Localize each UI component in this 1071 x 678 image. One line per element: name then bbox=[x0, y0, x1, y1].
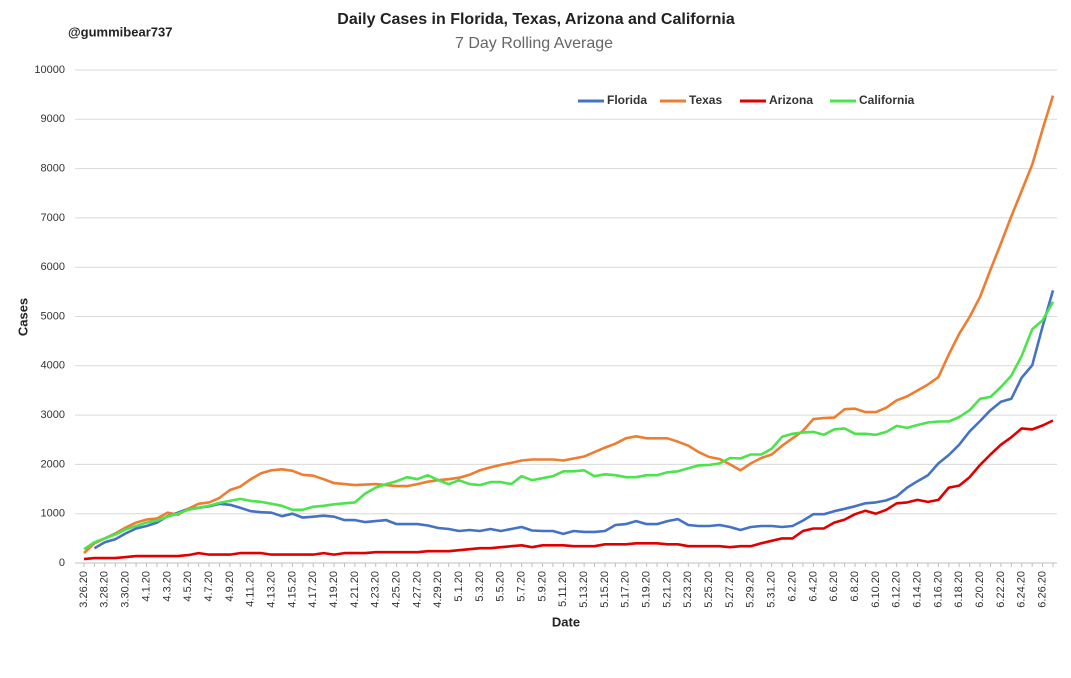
x-tick-label: 4.3.20 bbox=[161, 571, 173, 602]
x-tick-label: 6.2.20 bbox=[786, 571, 798, 602]
x-tick-label: 4.9.20 bbox=[224, 571, 236, 602]
y-tick-label: 0 bbox=[59, 557, 65, 569]
x-tick-label: 4.11.20 bbox=[245, 571, 257, 607]
x-tick-label: 5.19.20 bbox=[641, 571, 653, 608]
y-tick-label: 9000 bbox=[41, 113, 65, 125]
y-axis-label: Cases bbox=[15, 298, 30, 336]
x-tick-label: 6.10.20 bbox=[870, 571, 882, 608]
x-tick-label: 4.1.20 bbox=[140, 571, 152, 602]
x-tick-label: 5.1.20 bbox=[453, 571, 465, 602]
x-tick-label: 4.7.20 bbox=[203, 571, 215, 602]
x-tick-label: 4.23.20 bbox=[370, 571, 382, 608]
x-tick-label: 5.21.20 bbox=[661, 571, 673, 608]
y-tick-label: 2000 bbox=[41, 458, 65, 470]
x-tick-label: 4.25.20 bbox=[390, 571, 402, 608]
x-tick-label: 4.17.20 bbox=[307, 571, 319, 608]
x-tick-label: 5.31.20 bbox=[766, 571, 778, 608]
x-tick-label: 3.30.20 bbox=[120, 571, 132, 608]
x-tick-label: 6.24.20 bbox=[1016, 571, 1028, 608]
legend-label: Texas bbox=[689, 93, 722, 107]
x-tick-label: 6.12.20 bbox=[891, 571, 903, 608]
x-tick-label: 5.29.20 bbox=[745, 571, 757, 608]
x-tick-label: 5.25.20 bbox=[703, 571, 715, 608]
x-tick-label: 4.13.20 bbox=[265, 571, 277, 608]
x-tick-label: 5.3.20 bbox=[474, 571, 486, 602]
x-tick-label: 6.20.20 bbox=[974, 571, 986, 608]
x-tick-label: 5.15.20 bbox=[599, 571, 611, 608]
legend-label: Florida bbox=[607, 93, 647, 107]
data-line bbox=[93, 290, 1055, 550]
x-tick-label: 6.6.20 bbox=[828, 571, 840, 602]
y-tick-label: 6000 bbox=[41, 261, 65, 273]
x-tick-label: 5.17.20 bbox=[620, 571, 632, 608]
x-tick-label: 6.22.20 bbox=[995, 571, 1007, 608]
x-tick-label: 6.18.20 bbox=[953, 571, 965, 608]
x-tick-label: 5.27.20 bbox=[724, 571, 736, 608]
x-tick-label: 4.29.20 bbox=[432, 571, 444, 608]
y-tick-label: 10000 bbox=[34, 64, 65, 76]
x-tick-label: 5.23.20 bbox=[682, 571, 694, 608]
x-tick-label: 6.8.20 bbox=[849, 571, 861, 602]
x-tick-label: 5.7.20 bbox=[516, 571, 528, 602]
x-tick-label: 4.15.20 bbox=[286, 571, 298, 608]
y-tick-label: 8000 bbox=[41, 163, 65, 175]
y-tick-label: 3000 bbox=[41, 409, 65, 421]
legend-label: Arizona bbox=[769, 93, 813, 107]
x-tick-label: 4.19.20 bbox=[328, 571, 340, 608]
legend-label: California bbox=[859, 93, 915, 107]
y-tick-label: 5000 bbox=[41, 310, 65, 322]
y-tick-label: 4000 bbox=[41, 360, 65, 372]
annotation: @gummibear737 bbox=[68, 24, 172, 39]
chart-title: Daily Cases in Florida, Texas, Arizona a… bbox=[337, 11, 735, 28]
x-tick-label: 3.28.20 bbox=[99, 571, 111, 608]
y-tick-label: 7000 bbox=[41, 212, 65, 224]
x-tick-label: 4.5.20 bbox=[182, 571, 194, 602]
x-tick-label: 6.14.20 bbox=[911, 571, 923, 608]
x-tick-label: 4.21.20 bbox=[349, 571, 361, 608]
x-tick-label: 5.13.20 bbox=[578, 571, 590, 608]
y-tick-label: 1000 bbox=[41, 508, 65, 520]
data-line bbox=[83, 301, 1055, 551]
x-tick-label: 5.9.20 bbox=[536, 571, 548, 602]
data-line bbox=[83, 419, 1054, 561]
x-tick-label: 6.4.20 bbox=[807, 571, 819, 602]
x-tick-label: 5.11.20 bbox=[557, 571, 569, 607]
x-tick-label: 6.26.20 bbox=[1036, 571, 1048, 608]
x-tick-label: 6.16.20 bbox=[932, 571, 944, 608]
x-axis-label: Date bbox=[552, 614, 580, 629]
x-tick-label: 5.5.20 bbox=[495, 571, 507, 602]
chart-subtitle: 7 Day Rolling Average bbox=[455, 35, 613, 52]
data-line bbox=[83, 95, 1055, 555]
x-tick-label: 4.27.20 bbox=[411, 571, 423, 608]
x-tick-label: 3.26.20 bbox=[78, 571, 90, 608]
